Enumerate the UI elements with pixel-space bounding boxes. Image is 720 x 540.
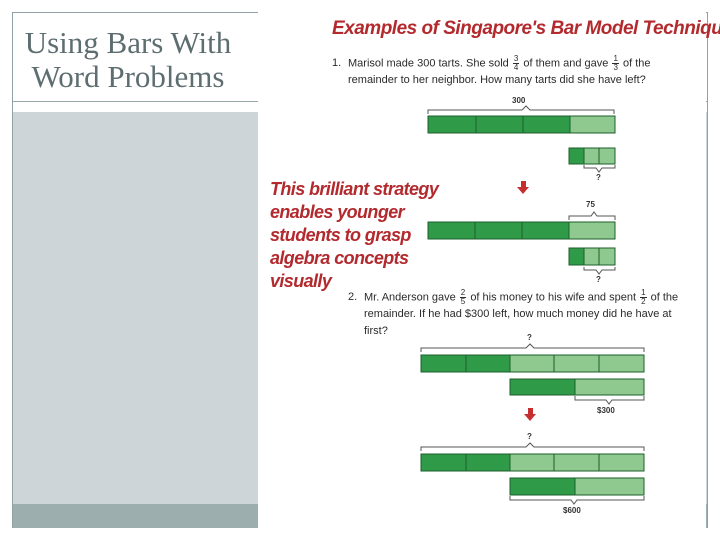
frame-right-line xyxy=(707,12,708,528)
down-arrow-1-stem xyxy=(521,181,526,187)
label-300-dollars: $300 xyxy=(597,406,615,415)
label-600-dollars: $600 xyxy=(563,506,581,515)
problem-1-number: 1. xyxy=(332,57,342,69)
p1-bar3-seg3 xyxy=(521,221,570,240)
label-75: 75 xyxy=(586,200,595,209)
p2-bar1-seg2 xyxy=(465,354,511,373)
callout-text: This brilliant strategy enables younger … xyxy=(270,179,439,291)
p1-bar4-seg1 xyxy=(568,247,585,266)
p1-bar3-seg1 xyxy=(427,221,476,240)
brace-q1 xyxy=(583,165,616,173)
label-p2-q1: ? xyxy=(527,333,532,342)
brace-600-dollars xyxy=(509,496,645,505)
brace-75 xyxy=(568,211,616,220)
p1-bar4-seg2 xyxy=(583,247,600,266)
problem-2-number: 2. xyxy=(348,291,358,303)
brace-total-300 xyxy=(427,105,615,114)
problem-2-text-c: of the remainder. If he had $300 left, h… xyxy=(364,291,679,338)
p1-bar2-seg2 xyxy=(583,147,600,165)
problem-1-text-a: Marisol made 300 tarts. She sold xyxy=(348,57,509,70)
p2-bar2-seg2 xyxy=(574,378,645,396)
p2-bar4-seg2 xyxy=(574,477,645,496)
p1-bar4-seg3 xyxy=(598,247,616,266)
p2-bar4-seg1 xyxy=(509,477,576,496)
problem-2-text-b: of his money to his wife and spent xyxy=(470,291,637,304)
label-300: 300 xyxy=(512,96,526,105)
p1-bar2-seg1 xyxy=(568,147,585,165)
p2-bar3-seg5 xyxy=(598,453,645,472)
p1-bar1-seg1 xyxy=(427,115,477,134)
p2-bar1-seg4 xyxy=(553,354,600,373)
title-zone xyxy=(13,13,260,101)
p2-bar1-seg1 xyxy=(420,354,467,373)
p2-bar3-seg4 xyxy=(553,453,600,472)
p2-bar3-seg3 xyxy=(509,453,555,472)
problem-1-text-c: of the remainder to her neighbor. How ma… xyxy=(348,57,651,87)
p2-bar2-seg1 xyxy=(509,378,576,396)
p2-bar3-seg1 xyxy=(420,453,467,472)
p1-bar1-seg4 xyxy=(569,115,616,134)
p2-bar3-seg2 xyxy=(465,453,511,472)
brace-300-dollars xyxy=(574,396,645,405)
problem-1-text-b: of them and gave xyxy=(523,57,609,70)
down-arrow-1-icon xyxy=(517,187,529,194)
brace-q2 xyxy=(583,267,616,275)
frame-left-line xyxy=(12,12,13,528)
label-p2-q2: ? xyxy=(527,432,532,441)
p2-bar1-seg5 xyxy=(598,354,645,373)
p1-bar3-seg4 xyxy=(568,221,616,240)
p1-bar3-seg2 xyxy=(474,221,523,240)
p1-bar2-seg3 xyxy=(598,147,616,165)
down-arrow-2-icon xyxy=(524,414,536,421)
figure-heading: Examples of Singapore's Bar Model Techni… xyxy=(332,18,720,39)
p1-bar1-seg2 xyxy=(475,115,524,134)
label-p1-q1: ? xyxy=(596,173,601,182)
p1-bar1-seg3 xyxy=(522,115,571,134)
label-p1-q2: ? xyxy=(596,275,601,284)
bar-model-diagrams xyxy=(420,105,645,505)
brace-p2-q2 xyxy=(420,442,645,451)
bar-model-figure: Examples of Singapore's Bar Model Techni… xyxy=(258,10,720,528)
down-arrow-2-stem xyxy=(528,408,533,414)
brace-p2-q1 xyxy=(420,343,645,352)
slide-title: Using Bars With Word Problems xyxy=(24,25,232,94)
problem-2-text-a: Mr. Anderson gave xyxy=(364,291,456,304)
p2-bar1-seg3 xyxy=(509,354,555,373)
